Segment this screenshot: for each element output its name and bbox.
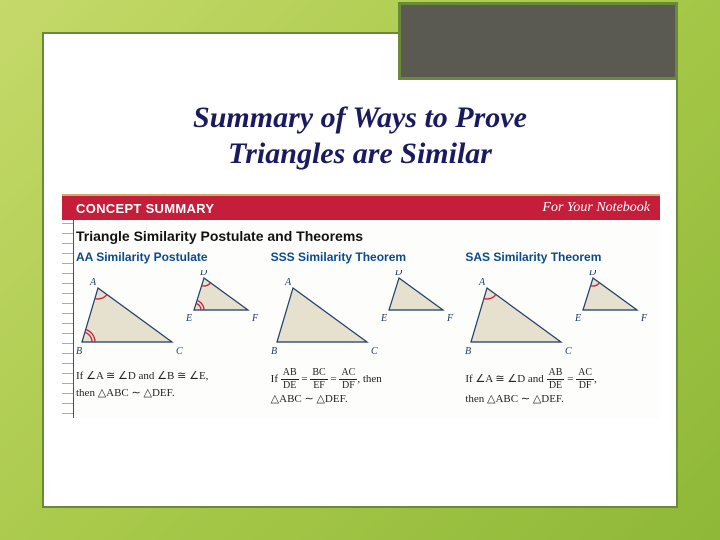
triangle-diagram: A B C D E F [76,270,265,362]
slide-title: Summary of Ways to Prove Triangles are S… [44,100,676,172]
concept-summary-clip: CONCEPT SUMMARY For Your Notebook Triang… [62,194,660,418]
svg-text:A: A [478,277,486,288]
svg-text:A: A [284,277,292,288]
svg-text:C: C [176,346,183,357]
content-card: Summary of Ways to Prove Triangles are S… [42,32,678,508]
svg-text:B: B [465,346,471,357]
triangle-diagram: A B C D E F [465,270,654,362]
title-line-2: Triangles are Similar [228,137,492,170]
column-title: SSS Similarity Theorem [271,250,460,264]
section-heading: Triangle Similarity Postulate and Theore… [62,220,660,250]
svg-text:E: E [185,313,192,324]
column-title: SAS Similarity Theorem [465,250,654,264]
condition-text: If ∠A ≅ ∠D and ∠B ≅ ∠E,then △ABC ∼ △DEF. [76,368,265,402]
banner-bar: CONCEPT SUMMARY For Your Notebook [62,194,660,220]
svg-text:E: E [380,313,387,324]
svg-text:D: D [394,270,403,278]
svg-text:E: E [574,313,581,324]
svg-text:D: D [588,270,597,278]
column-title: AA Similarity Postulate [76,250,265,264]
banner-right: For Your Notebook [542,200,650,216]
columns-row: AA Similarity Postulate A B C D E F If ∠A ≅ … [62,250,660,418]
svg-text:F: F [446,313,454,324]
similarity-column: AA Similarity Postulate A B C D E F If ∠A ≅ … [76,250,265,408]
condition-text: If ABDE = BCEF = ACDF, then△ABC ∼ △DEF. [271,368,460,408]
triangle-diagram: A B C D E F [271,270,460,362]
banner-left: CONCEPT SUMMARY [76,201,214,216]
corner-accent-box [398,2,678,80]
svg-text:D: D [199,270,208,278]
similarity-column: SAS Similarity Theorem A B C D E F If ∠A ≅ ∠… [465,250,654,408]
svg-text:F: F [640,313,648,324]
title-line-1: Summary of Ways to Prove [193,101,527,134]
svg-text:A: A [89,277,97,288]
svg-text:F: F [251,313,259,324]
condition-text: If ∠A ≅ ∠D and ABDE = ACDF,then △ABC ∼ △… [465,368,654,408]
svg-text:B: B [271,346,277,357]
svg-text:B: B [76,346,82,357]
svg-text:C: C [371,346,378,357]
similarity-column: SSS Similarity Theorem A B C D E F If ABDE =… [271,250,460,408]
svg-text:C: C [565,346,572,357]
